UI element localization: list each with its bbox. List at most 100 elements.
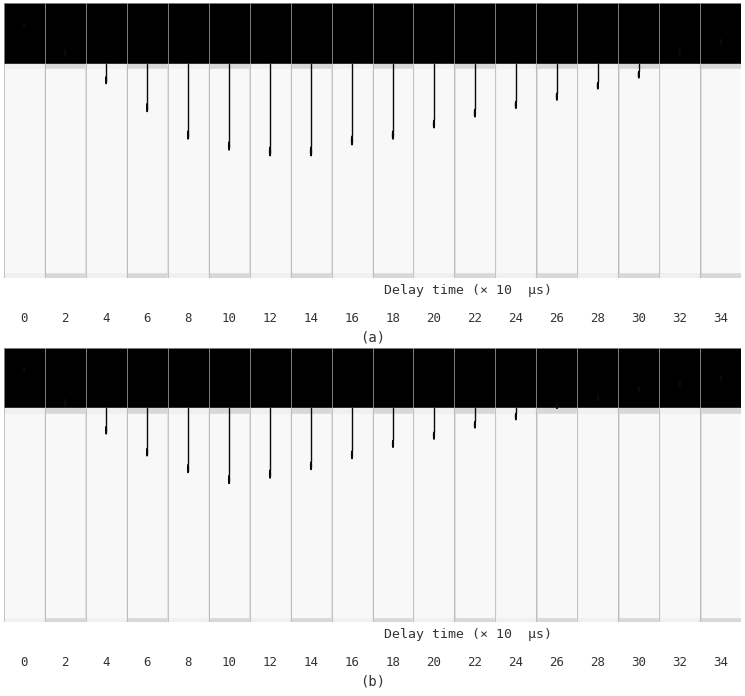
- Text: 6: 6: [143, 656, 151, 670]
- Bar: [292, 413, 330, 617]
- Bar: [4, 348, 741, 409]
- Bar: [415, 413, 453, 617]
- Text: 8: 8: [184, 312, 192, 325]
- Ellipse shape: [65, 399, 66, 406]
- Bar: [127, 64, 168, 278]
- Bar: [620, 70, 658, 272]
- Text: 34: 34: [713, 656, 729, 670]
- Text: 4: 4: [102, 656, 110, 670]
- Bar: [5, 413, 43, 617]
- Bar: [495, 64, 536, 278]
- Bar: [659, 64, 700, 278]
- Bar: [292, 70, 330, 272]
- Ellipse shape: [147, 104, 148, 112]
- Bar: [4, 3, 741, 64]
- Bar: [579, 413, 617, 617]
- Bar: [87, 413, 125, 617]
- Bar: [456, 70, 494, 272]
- Text: Delay time (× 10  μs): Delay time (× 10 μs): [384, 284, 552, 296]
- Text: 2: 2: [61, 312, 69, 325]
- Bar: [86, 64, 127, 278]
- Bar: [661, 70, 699, 272]
- Bar: [659, 409, 700, 622]
- Bar: [374, 413, 412, 617]
- Bar: [46, 70, 84, 272]
- Text: 34: 34: [713, 312, 729, 325]
- Text: 12: 12: [262, 312, 278, 325]
- Bar: [618, 409, 659, 622]
- Text: 10: 10: [221, 312, 237, 325]
- Ellipse shape: [597, 82, 598, 89]
- Bar: [495, 409, 536, 622]
- Bar: [456, 413, 494, 617]
- Text: 24: 24: [508, 656, 524, 670]
- Text: 30: 30: [631, 656, 647, 670]
- Text: 18: 18: [385, 312, 401, 325]
- Bar: [579, 70, 617, 272]
- Text: 22: 22: [467, 656, 483, 670]
- Bar: [251, 413, 289, 617]
- Bar: [4, 409, 45, 622]
- Text: 18: 18: [385, 656, 401, 670]
- Bar: [209, 64, 250, 278]
- Bar: [46, 413, 84, 617]
- Bar: [415, 70, 453, 272]
- Text: 10: 10: [221, 656, 237, 670]
- Ellipse shape: [638, 72, 639, 78]
- Bar: [87, 70, 125, 272]
- Text: (a): (a): [360, 331, 385, 345]
- Text: 16: 16: [344, 312, 360, 325]
- Bar: [577, 409, 618, 622]
- Ellipse shape: [147, 448, 148, 456]
- Bar: [372, 409, 413, 622]
- Bar: [86, 409, 127, 622]
- Bar: [332, 64, 372, 278]
- Text: 16: 16: [344, 656, 360, 670]
- Bar: [702, 70, 740, 272]
- Text: 4: 4: [102, 312, 110, 325]
- Bar: [251, 70, 289, 272]
- Bar: [702, 413, 740, 617]
- Text: 0: 0: [20, 312, 28, 325]
- Bar: [127, 409, 168, 622]
- Bar: [374, 70, 412, 272]
- Bar: [210, 70, 248, 272]
- Text: 24: 24: [508, 312, 524, 325]
- Ellipse shape: [106, 427, 107, 434]
- Text: 26: 26: [549, 312, 565, 325]
- Text: 12: 12: [262, 656, 278, 670]
- Ellipse shape: [65, 49, 66, 56]
- Bar: [250, 409, 291, 622]
- Text: 28: 28: [590, 312, 606, 325]
- Text: (b): (b): [360, 675, 385, 689]
- Bar: [372, 64, 413, 278]
- Bar: [5, 70, 43, 272]
- Text: 2: 2: [61, 656, 69, 670]
- Bar: [700, 64, 741, 278]
- Bar: [454, 409, 495, 622]
- Bar: [413, 64, 454, 278]
- Bar: [497, 70, 535, 272]
- Bar: [333, 70, 371, 272]
- Text: 26: 26: [549, 656, 565, 670]
- Bar: [291, 64, 332, 278]
- Bar: [45, 64, 86, 278]
- Bar: [291, 409, 332, 622]
- Bar: [45, 409, 86, 622]
- Text: 8: 8: [184, 656, 192, 670]
- Bar: [168, 64, 209, 278]
- Bar: [618, 64, 659, 278]
- Bar: [497, 413, 535, 617]
- Bar: [538, 413, 576, 617]
- Bar: [577, 64, 618, 278]
- Bar: [209, 409, 250, 622]
- Bar: [332, 409, 372, 622]
- Bar: [4, 64, 45, 278]
- Text: 14: 14: [303, 656, 319, 670]
- Text: 32: 32: [672, 656, 688, 670]
- Ellipse shape: [106, 77, 107, 84]
- Text: 30: 30: [631, 312, 647, 325]
- Text: 28: 28: [590, 656, 606, 670]
- Text: 0: 0: [20, 656, 28, 670]
- Bar: [536, 409, 577, 622]
